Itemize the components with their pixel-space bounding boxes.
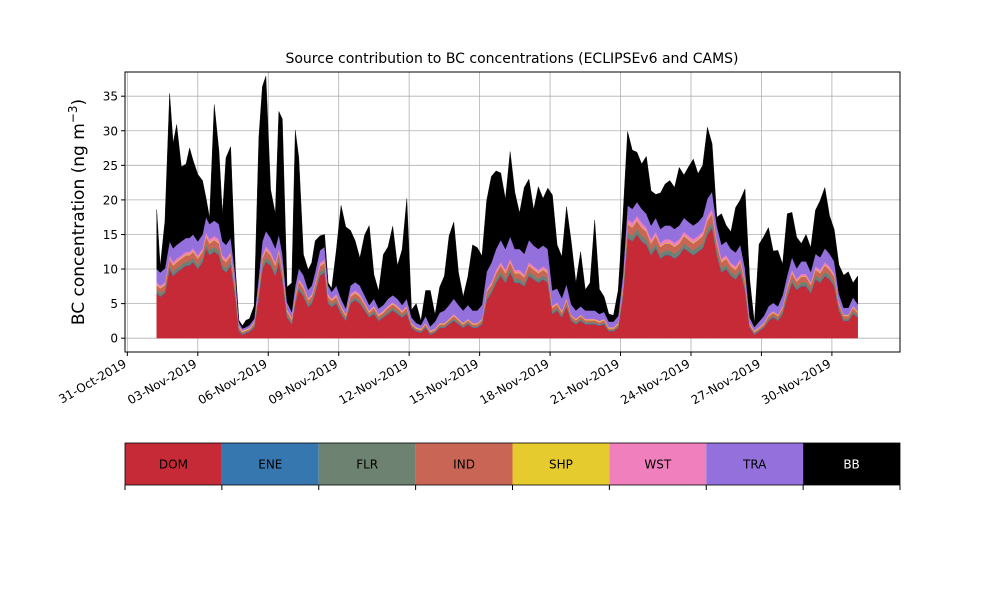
legend-label-dom: DOM [159,458,188,472]
legend-label-tra: TRA [742,458,767,472]
legend-label-ene: ENE [258,458,282,472]
y-tick-label-7: 35 [103,90,118,104]
y-tick-label-0: 0 [110,332,118,346]
y-tick-label-2: 10 [103,263,118,277]
y-axis-label-close: ) [69,99,89,106]
area-series-bb [156,76,858,329]
legend-swatch-dom [125,443,222,485]
legend-swatch-ene [221,443,319,485]
y-tick-label-4: 20 [103,193,118,207]
legend-colorbar: DOM ENE FLR IND SHP WST TRA BB [124,442,901,490]
legend-label-shp: SHP [549,458,573,472]
legend-swatch-ind [415,443,513,485]
legend-swatch-shp [512,443,610,485]
y-tick-label-3: 15 [103,228,118,242]
stacked-areas [156,76,858,339]
chart-title: Source contribution to BC concentrations… [285,51,738,67]
y-axis: 0 5 10 15 20 25 30 35 [103,90,125,346]
y-tick-label-6: 30 [103,124,118,138]
legend-swatch-bb [803,443,900,485]
legend-swatch-tra [706,443,804,485]
y-axis-label: BC concentration (ng m−3) [66,99,89,325]
legend-swatch-wst [609,443,707,485]
legend-swatch-flr [318,443,416,485]
legend-label-flr: FLR [356,458,378,472]
y-axis-label-main: BC concentration (ng m [69,123,89,325]
legend-label-bb: BB [843,458,859,472]
plot-frame [124,71,901,353]
y-tick-label-5: 25 [103,159,118,173]
y-axis-label-exponent: −3 [66,105,80,123]
y-tick-label-1: 5 [110,297,118,311]
legend-label-ind: IND [453,458,475,472]
legend-label-wst: WST [644,458,671,472]
